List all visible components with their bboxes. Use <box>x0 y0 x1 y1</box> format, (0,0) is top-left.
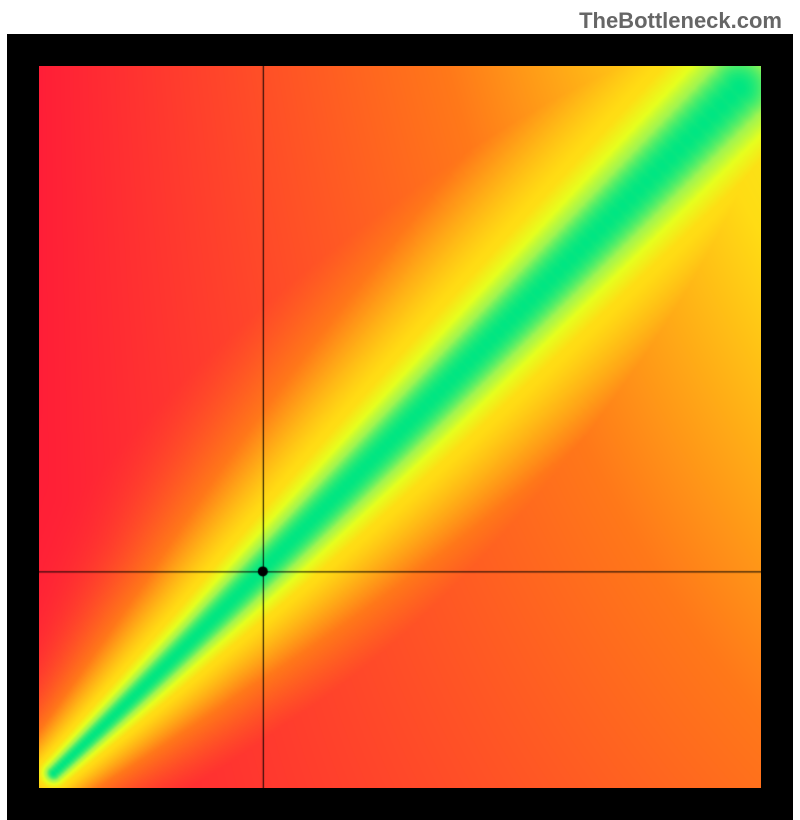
chart-frame <box>7 34 793 820</box>
watermark-text: TheBottleneck.com <box>579 8 782 34</box>
heatmap-canvas <box>39 66 761 788</box>
